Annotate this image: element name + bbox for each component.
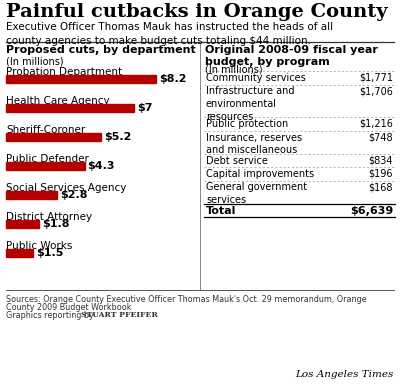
Text: County 2009 Budget Workbook: County 2009 Budget Workbook: [6, 303, 132, 312]
Text: $5.2: $5.2: [104, 132, 132, 142]
Text: Community services: Community services: [206, 73, 306, 83]
Text: Sources: Orange County Executive Officer Thomas Mauk's Oct. 29 memorandum, Orang: Sources: Orange County Executive Officer…: [6, 295, 367, 304]
Text: $1,771: $1,771: [359, 73, 393, 83]
Text: $1.8: $1.8: [42, 219, 70, 229]
Text: Public Defender: Public Defender: [6, 154, 89, 164]
Text: Public protection: Public protection: [206, 119, 288, 129]
Text: $196: $196: [368, 169, 393, 179]
Text: (In millions): (In millions): [205, 65, 263, 75]
Text: Los Angeles Times: Los Angeles Times: [296, 370, 394, 379]
Text: Painful cutbacks in Orange County: Painful cutbacks in Orange County: [6, 3, 388, 21]
Text: $168: $168: [368, 182, 393, 192]
Bar: [6, 220, 39, 228]
Text: $834: $834: [368, 156, 393, 166]
Text: $748: $748: [368, 132, 393, 142]
Text: Health Care Agency: Health Care Agency: [6, 96, 110, 106]
Text: Insurance, reserves
and miscellaneous: Insurance, reserves and miscellaneous: [206, 132, 302, 155]
Bar: [6, 249, 34, 257]
Text: Probation Department: Probation Department: [6, 67, 122, 77]
Text: $6,639: $6,639: [350, 206, 393, 216]
Text: Infrastructure and
environmental
resources: Infrastructure and environmental resourc…: [206, 87, 294, 122]
Text: $1,216: $1,216: [359, 119, 393, 129]
Text: $8.2: $8.2: [159, 74, 186, 84]
Bar: [6, 133, 101, 141]
Text: District Attorney: District Attorney: [6, 212, 92, 222]
Text: Public Works: Public Works: [6, 241, 72, 251]
Text: Total: Total: [206, 206, 236, 216]
Text: Executive Officer Thomas Mauk has instructed the heads of all
county agencies to: Executive Officer Thomas Mauk has instru…: [6, 22, 333, 46]
Text: Sheriff-Coroner: Sheriff-Coroner: [6, 125, 85, 135]
Text: (In millions): (In millions): [6, 57, 64, 67]
Text: $4.3: $4.3: [88, 161, 115, 171]
Text: $7: $7: [137, 103, 152, 113]
Text: STUART PFEIFER: STUART PFEIFER: [81, 311, 158, 319]
Text: Proposed cuts, by department: Proposed cuts, by department: [6, 45, 196, 55]
Bar: [6, 162, 85, 170]
Text: $1.5: $1.5: [36, 248, 64, 258]
Text: Original 2008-09 fiscal year
budget, by program: Original 2008-09 fiscal year budget, by …: [205, 45, 378, 67]
Bar: [6, 104, 134, 112]
Text: General government
services: General government services: [206, 182, 307, 205]
Text: $1,706: $1,706: [359, 87, 393, 97]
Bar: [6, 191, 57, 199]
Text: Social Services Agency: Social Services Agency: [6, 183, 126, 193]
Bar: [6, 75, 156, 83]
Text: Debt service: Debt service: [206, 156, 268, 166]
Text: Capital improvements: Capital improvements: [206, 169, 314, 179]
Text: $2.8: $2.8: [60, 190, 88, 200]
Text: Graphics reporting by: Graphics reporting by: [6, 311, 96, 320]
